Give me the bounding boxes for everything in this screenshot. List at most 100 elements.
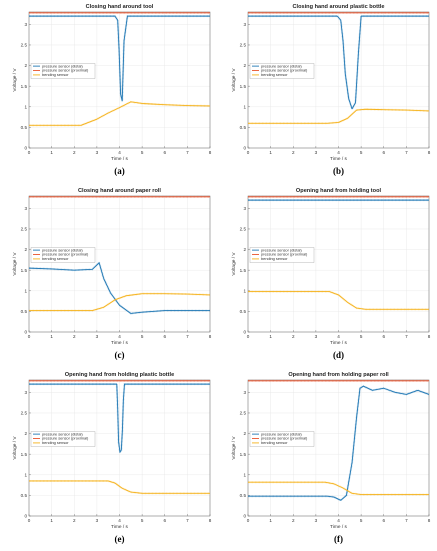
- x-tick-label: 1: [269, 518, 272, 523]
- y-tick-label: 1.5: [240, 268, 247, 273]
- y-tick-label: 2: [24, 63, 27, 68]
- legend: pressure sensor (distal)pressure sensor …: [30, 431, 96, 447]
- x-tick-label: 3: [96, 334, 99, 339]
- x-axis-label: Time / s: [111, 524, 128, 530]
- x-tick-label: 8: [209, 334, 212, 339]
- legend-entry: bending sensor: [261, 72, 288, 77]
- x-tick-label: 6: [382, 334, 385, 339]
- x-tick-label: 3: [96, 150, 99, 155]
- x-tick-label: 5: [141, 518, 144, 523]
- legend-entry: pressure sensor (distal): [42, 431, 83, 436]
- y-tick-label: 2: [243, 63, 246, 68]
- y-tick-label: 1: [24, 472, 27, 477]
- x-axis-label: Time / s: [111, 340, 128, 346]
- x-tick-label: 2: [292, 334, 295, 339]
- y-axis-label: Voltage / V: [12, 68, 18, 92]
- x-tick-label: 7: [186, 150, 189, 155]
- x-tick-label: 3: [96, 518, 99, 523]
- legend: pressure sensor (distal)pressure sensor …: [249, 247, 315, 263]
- y-tick-label: 0: [24, 514, 27, 519]
- x-tick-label: 2: [73, 150, 76, 155]
- y-tick-label: 0: [243, 146, 246, 151]
- y-tick-label: 2: [243, 431, 246, 436]
- chart-panel: Opening hand from holding plastic bottle…: [0, 368, 218, 551]
- x-tick-label: 7: [186, 518, 189, 523]
- y-tick-label: 2: [243, 247, 246, 252]
- y-tick-label: 3: [243, 206, 246, 211]
- legend: pressure sensor (distal)pressure sensor …: [249, 431, 315, 447]
- x-tick-label: 2: [292, 518, 295, 523]
- legend-entry: pressure sensor (proximal): [261, 252, 308, 257]
- y-tick-label: 0: [243, 330, 246, 335]
- x-tick-label: 6: [382, 518, 385, 523]
- x-tick-label: 2: [73, 518, 76, 523]
- chart-svg: Opening hand from holding plastic bottle…: [12, 372, 212, 544]
- plot-area: [29, 379, 210, 495]
- legend-box: [249, 247, 315, 263]
- chart-svg: Closing hand around paper roll 0 1 2 3 4 5 6 7 8 0…: [12, 188, 212, 360]
- legend: pressure sensor (distal)pressure sensor …: [30, 63, 96, 79]
- x-tick-label: 6: [163, 518, 166, 523]
- x-tick-label: 0: [28, 334, 31, 339]
- x-tick-label: 0: [28, 150, 31, 155]
- series-distal-line: [29, 15, 210, 102]
- y-tick-label: 2.5: [240, 43, 247, 48]
- series-bending-line: [29, 101, 211, 126]
- y-axis-label: Voltage / V: [231, 252, 237, 276]
- y-tick-label: 1.5: [21, 84, 28, 89]
- chart-svg: Opening hand from holding paper roll 0 1 2 3…: [231, 372, 431, 544]
- y-axis-label: Voltage / V: [12, 252, 18, 276]
- chart-title: Opening hand from holding tool: [296, 188, 382, 194]
- chart-svg: Opening hand from holding tool 0 1 2 3 4 5 6 7 8 0…: [231, 188, 431, 360]
- y-tick-label: 1.5: [240, 84, 247, 89]
- legend-entry: pressure sensor (proximal): [261, 68, 308, 73]
- x-axis-label: Time / s: [330, 524, 347, 530]
- x-tick-label: 5: [360, 150, 363, 155]
- x-tick-label: 4: [118, 150, 121, 155]
- y-tick-label: 2.5: [240, 227, 247, 232]
- series-distal-line: [248, 385, 430, 501]
- chart-title: Closing hand around plastic bottle: [293, 4, 385, 10]
- y-tick-label: 1.5: [240, 452, 247, 457]
- chart-title: Opening hand from holding paper roll: [288, 372, 389, 378]
- legend-entry: pressure sensor (proximal): [42, 252, 89, 257]
- x-tick-label: 8: [209, 518, 212, 523]
- x-tick-label: 2: [292, 150, 295, 155]
- x-tick-label: 6: [382, 150, 385, 155]
- legend-box: [30, 431, 96, 447]
- y-tick-label: 2: [24, 247, 27, 252]
- chart-title: Closing hand around tool: [86, 4, 154, 10]
- y-axis-label: Voltage / V: [12, 436, 18, 460]
- x-tick-label: 5: [141, 150, 144, 155]
- chart-svg: Closing hand around plastic bottle 0 1 2 3 4 5…: [231, 4, 431, 176]
- x-tick-label: 2: [73, 334, 76, 339]
- legend-box: [30, 63, 96, 79]
- x-tick-label: 0: [247, 150, 250, 155]
- legend-entry: pressure sensor (distal): [261, 247, 302, 252]
- y-tick-label: 2.5: [21, 227, 28, 232]
- x-tick-label: 3: [315, 334, 318, 339]
- legend: pressure sensor (distal)pressure sensor …: [249, 63, 315, 79]
- legend-box: [249, 431, 315, 447]
- x-tick-label: 1: [50, 334, 53, 339]
- legend-entry: bending sensor: [261, 256, 288, 261]
- grid: [247, 12, 430, 149]
- y-tick-label: 0.5: [240, 309, 247, 314]
- legend-entry: bending sensor: [42, 440, 69, 445]
- x-tick-label: 8: [428, 518, 431, 523]
- x-tick-label: 0: [28, 518, 31, 523]
- y-tick-label: 3: [24, 206, 27, 211]
- panel-caption: (e): [115, 534, 125, 544]
- x-axis-label: Time / s: [111, 156, 128, 162]
- panel-caption: (f): [334, 534, 343, 544]
- legend-entry: pressure sensor (proximal): [42, 68, 89, 73]
- y-tick-label: 3: [24, 390, 27, 395]
- y-tick-label: 0.5: [240, 493, 247, 498]
- y-tick-label: 0: [24, 146, 27, 151]
- y-tick-label: 0: [243, 514, 246, 519]
- chart-panel: Closing hand around tool 0 1 2 3 4 5 6 7 8 0 0.5 1 1.…: [0, 0, 218, 183]
- grid: [28, 196, 211, 333]
- series-bending-line: [248, 108, 430, 124]
- chart-panel: Closing hand around plastic bottle 0 1 2 3 4 5…: [219, 0, 437, 183]
